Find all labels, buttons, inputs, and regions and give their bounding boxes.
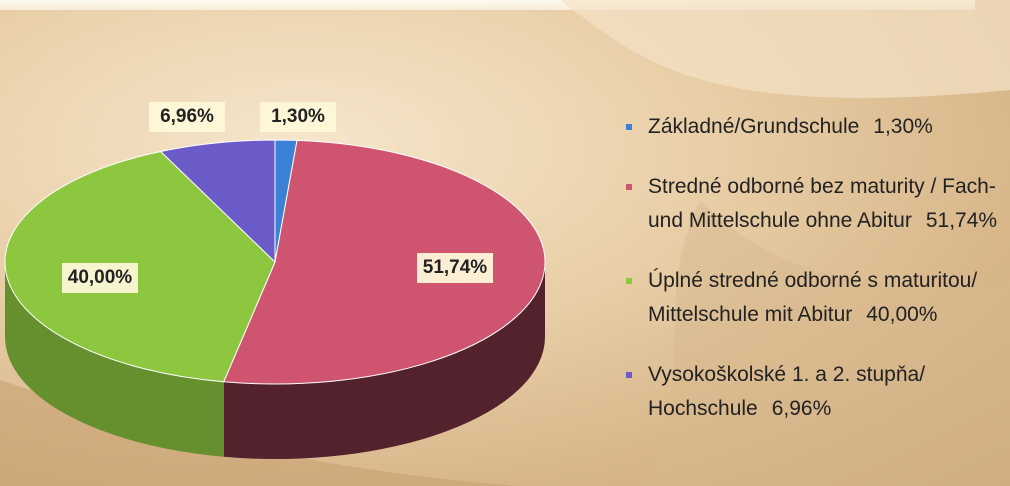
data-label-box — [149, 102, 225, 132]
legend-item: Úplné stredné odborné s maturitou/ Mitte… — [622, 264, 1007, 332]
legend: Základné/Grundschule 1,30% Stredné odborné… — [622, 110, 1007, 452]
legend-bullet — [626, 124, 632, 130]
legend-bullet — [626, 184, 632, 190]
data-label: 1,30% — [271, 106, 325, 127]
legend-item: Vysokoškolské 1. a 2. stupňa/ Hochschule… — [622, 358, 1007, 426]
data-label-box — [62, 263, 138, 293]
legend-value: 40,00% — [866, 303, 938, 326]
data-label: 51,74% — [423, 257, 488, 278]
data-label: 40,00% — [68, 267, 133, 288]
legend-value: 51,74% — [925, 209, 998, 232]
marble — [0, 380, 520, 486]
legend-label: Vysokoškolské 1. a 2. stupňa/ Hochschule — [648, 363, 926, 420]
data-label-box — [260, 102, 336, 132]
marble — [640, 200, 1010, 486]
legend-item: Základné/Grundschule 1,30% — [622, 110, 1007, 144]
header-band — [0, 0, 975, 10]
slice-side — [223, 262, 545, 459]
legend-bullet — [626, 372, 632, 378]
slice-side — [5, 262, 224, 457]
legend-bullet — [626, 278, 632, 284]
slice — [159, 139, 276, 264]
legend-value: 6,96% — [771, 397, 832, 420]
legend-item: Stredné odborné bez maturity / Fach- und… — [622, 170, 1007, 238]
legend-label: Stredné odborné bez maturity / Fach- und… — [648, 175, 996, 232]
marble — [560, 0, 1010, 98]
legend-value: 1,30% — [873, 115, 933, 138]
legend-label: Základné/Grundschule — [648, 115, 860, 138]
legend-label: Úplné stredné odborné s maturitou/ Mitte… — [648, 269, 978, 326]
data-label: 6,96% — [160, 106, 214, 127]
slice — [4, 150, 276, 383]
data-label-box — [417, 253, 493, 283]
slice — [223, 139, 546, 385]
pie: 1,30% 51,74% 40,00% 6,96% — [4, 102, 546, 459]
